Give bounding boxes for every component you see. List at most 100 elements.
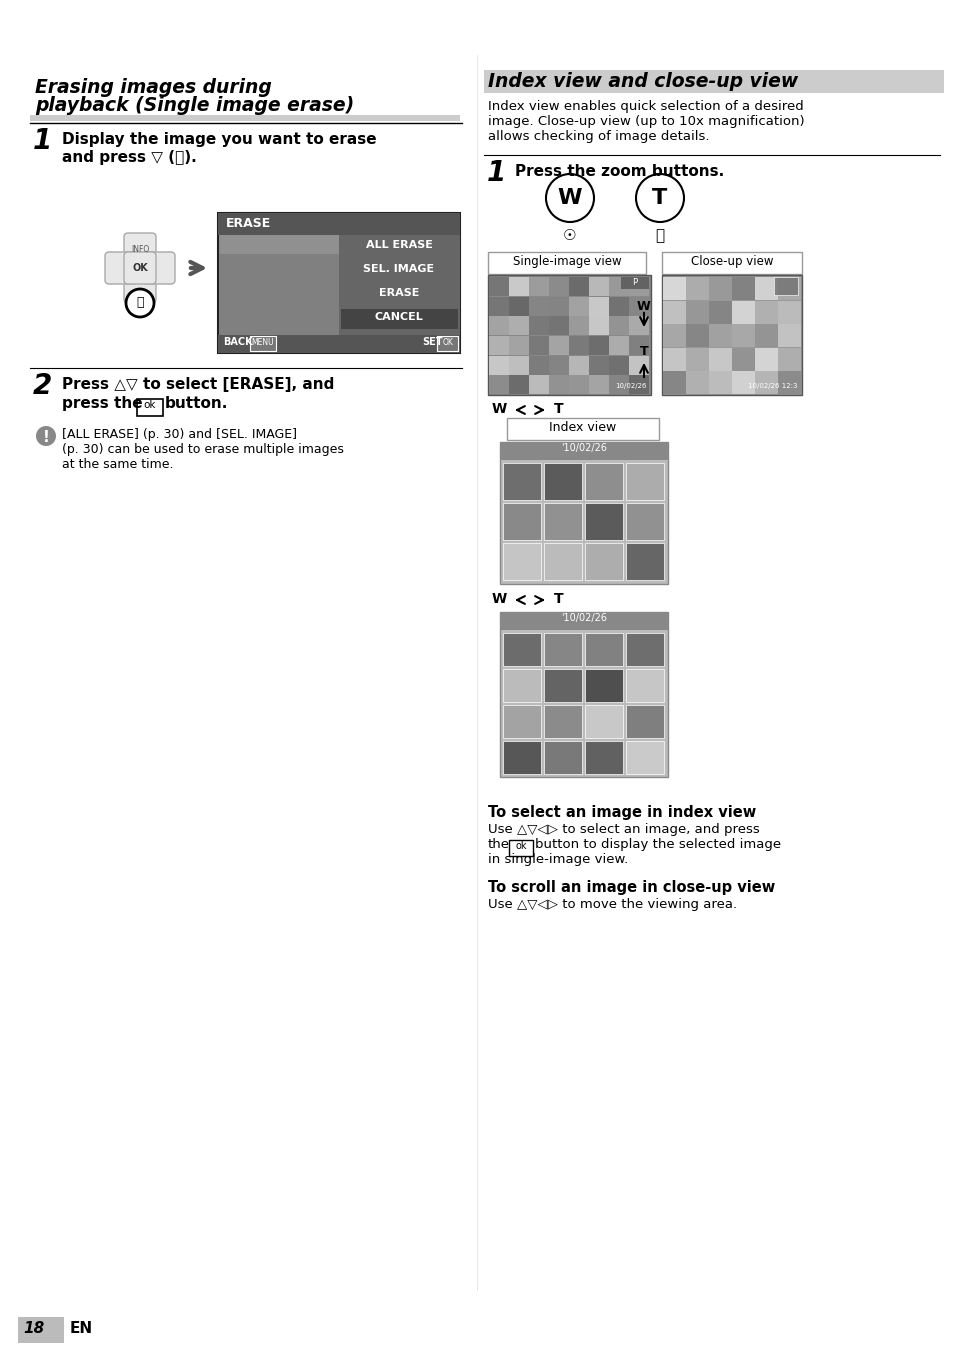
Bar	[778, 324, 801, 347]
Bar	[584, 503, 622, 540]
Text: Index view and close-up view: Index view and close-up view	[488, 72, 798, 91]
Bar	[584, 543, 622, 579]
Bar	[628, 356, 648, 375]
Text: W: W	[637, 300, 650, 313]
Bar	[489, 356, 509, 375]
Bar	[502, 543, 540, 579]
Bar	[502, 706, 540, 738]
Bar	[529, 337, 548, 356]
Text: MENU: MENU	[252, 338, 274, 347]
Bar	[488, 275, 650, 395]
Bar	[588, 297, 608, 316]
Bar	[608, 337, 628, 356]
FancyBboxPatch shape	[250, 337, 275, 351]
Bar	[588, 277, 608, 296]
Bar	[588, 375, 608, 394]
Bar	[529, 277, 548, 296]
Bar	[620, 277, 648, 289]
Bar	[708, 347, 731, 370]
Text: OK: OK	[132, 263, 148, 273]
Bar	[708, 324, 731, 347]
Bar	[584, 741, 622, 773]
Bar	[548, 297, 568, 316]
Bar	[218, 213, 459, 353]
Bar	[708, 301, 731, 324]
Bar	[628, 375, 648, 394]
Bar	[18, 1318, 64, 1343]
Bar	[543, 632, 581, 666]
Bar	[502, 632, 540, 666]
Bar	[608, 316, 628, 335]
Text: Press the zoom buttons.: Press the zoom buttons.	[515, 164, 723, 179]
Text: image. Close-up view (up to 10x magnification): image. Close-up view (up to 10x magnific…	[488, 115, 803, 128]
Text: CANCEL: CANCEL	[375, 312, 423, 322]
Bar	[608, 356, 628, 375]
Bar	[628, 297, 648, 316]
Bar	[218, 335, 459, 353]
Bar	[608, 277, 628, 296]
Bar	[731, 347, 754, 370]
Bar	[509, 337, 529, 356]
Bar	[588, 356, 608, 375]
Text: 🔍: 🔍	[655, 228, 664, 243]
Bar	[543, 706, 581, 738]
Text: the: the	[488, 839, 510, 851]
Bar	[662, 277, 685, 300]
Circle shape	[126, 289, 153, 318]
Text: T: T	[554, 402, 563, 417]
Bar	[568, 356, 588, 375]
Bar	[608, 297, 628, 316]
Text: 2: 2	[33, 372, 52, 400]
Bar	[548, 316, 568, 335]
Text: '10/02/26: '10/02/26	[560, 442, 606, 453]
Text: P: P	[632, 278, 637, 286]
Bar	[731, 370, 754, 394]
Text: Single-image view: Single-image view	[512, 255, 620, 267]
Bar	[506, 418, 659, 440]
Bar	[218, 213, 459, 235]
Bar	[483, 71, 943, 94]
Text: ☉: ☉	[562, 228, 577, 243]
Text: 1: 1	[33, 128, 52, 155]
Bar	[754, 324, 778, 347]
Text: T: T	[652, 189, 667, 208]
Bar	[502, 669, 540, 702]
FancyBboxPatch shape	[105, 252, 137, 284]
Bar	[625, 741, 663, 773]
Bar	[628, 337, 648, 356]
Text: ERASE: ERASE	[226, 217, 271, 229]
Text: Display the image you want to erase: Display the image you want to erase	[62, 132, 376, 147]
Text: !: !	[43, 430, 50, 445]
Bar	[568, 337, 588, 356]
Bar	[754, 347, 778, 370]
Bar	[509, 375, 529, 394]
Text: allows checking of image details.: allows checking of image details.	[488, 130, 709, 142]
Bar	[662, 301, 685, 324]
Bar	[499, 612, 667, 630]
Text: BACK: BACK	[223, 337, 253, 347]
FancyBboxPatch shape	[124, 252, 156, 284]
Text: To select an image in index view: To select an image in index view	[488, 805, 756, 820]
Bar	[543, 543, 581, 579]
Bar	[529, 316, 548, 335]
Bar	[625, 706, 663, 738]
Bar	[509, 356, 529, 375]
Bar	[548, 337, 568, 356]
Bar	[625, 463, 663, 499]
Text: Close-up view: Close-up view	[690, 255, 773, 267]
Text: Erasing images during: Erasing images during	[35, 77, 272, 96]
Bar	[773, 277, 797, 294]
Text: and press ▽ (Ⓜ).: and press ▽ (Ⓜ).	[62, 151, 196, 166]
Bar	[488, 252, 645, 274]
Text: 1: 1	[486, 159, 506, 187]
FancyBboxPatch shape	[509, 840, 533, 856]
FancyBboxPatch shape	[137, 399, 163, 417]
Text: '10/02/26: '10/02/26	[560, 613, 606, 623]
Bar	[685, 301, 708, 324]
Bar	[778, 370, 801, 394]
Bar	[685, 277, 708, 300]
Text: button to display the selected image: button to display the selected image	[535, 839, 781, 851]
Bar	[685, 324, 708, 347]
Bar	[628, 316, 648, 335]
Text: ALL ERASE: ALL ERASE	[365, 240, 432, 250]
